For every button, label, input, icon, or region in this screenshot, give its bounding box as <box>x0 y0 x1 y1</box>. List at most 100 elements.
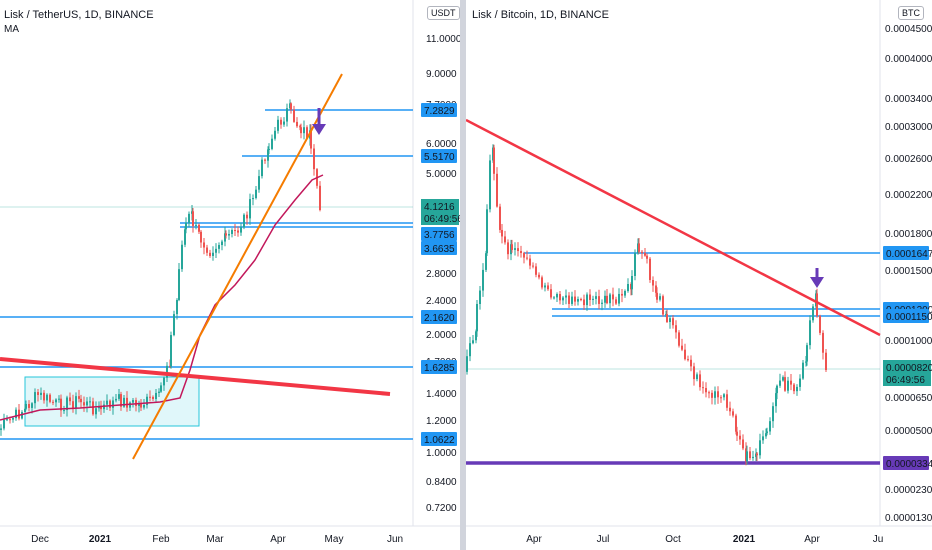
candle <box>544 285 546 288</box>
candle <box>286 108 288 122</box>
candle <box>482 269 484 291</box>
candle <box>756 453 758 456</box>
candle <box>535 266 537 275</box>
candle <box>63 410 65 412</box>
candle <box>634 253 636 277</box>
candle <box>598 296 600 304</box>
candle <box>469 343 471 357</box>
candle <box>132 400 134 403</box>
candle <box>52 401 54 403</box>
level-price-tag-bg <box>883 456 929 470</box>
candle <box>565 295 567 298</box>
candle <box>225 233 227 236</box>
candle <box>641 251 643 253</box>
candle <box>218 245 220 249</box>
candle <box>140 403 142 408</box>
candle <box>160 385 162 392</box>
candle <box>621 293 623 296</box>
descending-trendline <box>466 118 881 337</box>
price-axis-label: 0.0003400 <box>885 94 932 105</box>
candle <box>656 292 658 300</box>
candle <box>203 242 205 248</box>
candle <box>21 412 23 419</box>
level-price-tag-bg <box>421 360 457 374</box>
time-axis-label: 2021 <box>89 534 112 545</box>
candle <box>264 159 266 161</box>
candle <box>212 252 214 256</box>
candle <box>693 366 695 380</box>
candle <box>252 198 254 200</box>
candle <box>28 403 30 408</box>
candle <box>155 392 157 400</box>
candle <box>176 299 178 315</box>
candle <box>240 227 242 233</box>
candle <box>749 451 751 459</box>
price-axis-label: 1.2000 <box>426 416 457 427</box>
level-price-tag: 1.6285 <box>424 363 455 374</box>
candle <box>188 213 190 223</box>
level-price-tag-bg <box>421 103 457 117</box>
candle <box>12 418 14 420</box>
candle <box>184 229 186 245</box>
candle <box>185 222 187 230</box>
candle <box>702 387 704 389</box>
currency-label[interactable]: BTC <box>898 6 924 20</box>
candle <box>736 431 738 436</box>
level-price-tag: 1.0622 <box>424 435 455 446</box>
candle <box>739 435 741 440</box>
candle <box>523 253 525 258</box>
candle <box>681 345 683 350</box>
candle <box>40 392 42 395</box>
candle <box>766 431 768 434</box>
candle <box>489 160 491 210</box>
candle <box>793 384 795 392</box>
level-price-tag: 0.0001150 <box>886 312 932 323</box>
candle <box>662 296 664 315</box>
price-axis-label: 2.8000 <box>426 269 457 280</box>
candle <box>195 224 197 226</box>
currency-label[interactable]: USDT <box>427 6 460 20</box>
time-axis-label: Apr <box>270 534 286 545</box>
candle <box>580 299 582 301</box>
candle <box>109 400 111 408</box>
candle <box>729 407 731 412</box>
candle <box>790 380 792 385</box>
price-axis-label: 9.0000 <box>426 69 457 80</box>
level-price-tag-bg <box>421 149 457 163</box>
price-axis-label: 0.0000130 <box>885 513 932 524</box>
price-axis-label: 0.0002200 <box>885 190 932 201</box>
panel-divider[interactable] <box>460 0 466 550</box>
price-axis-label: 0.0001500 <box>885 266 932 277</box>
candle <box>816 293 818 316</box>
lsk-usdt-chart[interactable]: 11.00009.00007.70006.00005.00003.00002.8… <box>0 0 460 550</box>
candle <box>198 224 200 232</box>
lsk-usdt-chart-canvas[interactable]: 11.00009.00007.70006.00005.00003.00002.8… <box>0 0 460 550</box>
candle <box>631 276 633 290</box>
candle <box>271 138 273 149</box>
candle <box>586 294 588 306</box>
candle <box>120 394 122 407</box>
candle <box>520 251 522 254</box>
lsk-btc-chart-canvas[interactable]: 0.0004500 0.0004000 0.0003400 0.0003000 0.00… <box>466 0 932 550</box>
candle <box>514 248 516 250</box>
time-axis-label: May <box>325 534 344 545</box>
last-price-tag-bg <box>421 199 459 225</box>
candle <box>646 255 648 259</box>
candle <box>782 377 784 381</box>
candle <box>237 230 239 233</box>
candle <box>18 409 20 419</box>
last-price-tag: 4.1216 <box>424 202 455 213</box>
candle <box>118 394 120 399</box>
down-arrow-icon <box>810 277 824 288</box>
candle <box>261 159 263 177</box>
candle <box>246 214 248 219</box>
candle <box>765 433 767 437</box>
candle <box>126 397 128 408</box>
candle <box>742 439 744 449</box>
candle <box>547 285 549 290</box>
candle <box>306 127 308 139</box>
lsk-btc-chart[interactable]: 0.0004500 0.0004000 0.0003400 0.0003000 0.00… <box>466 0 932 550</box>
price-axis-label: 5.0000 <box>426 169 457 180</box>
candle <box>769 421 771 432</box>
candle <box>678 332 680 346</box>
